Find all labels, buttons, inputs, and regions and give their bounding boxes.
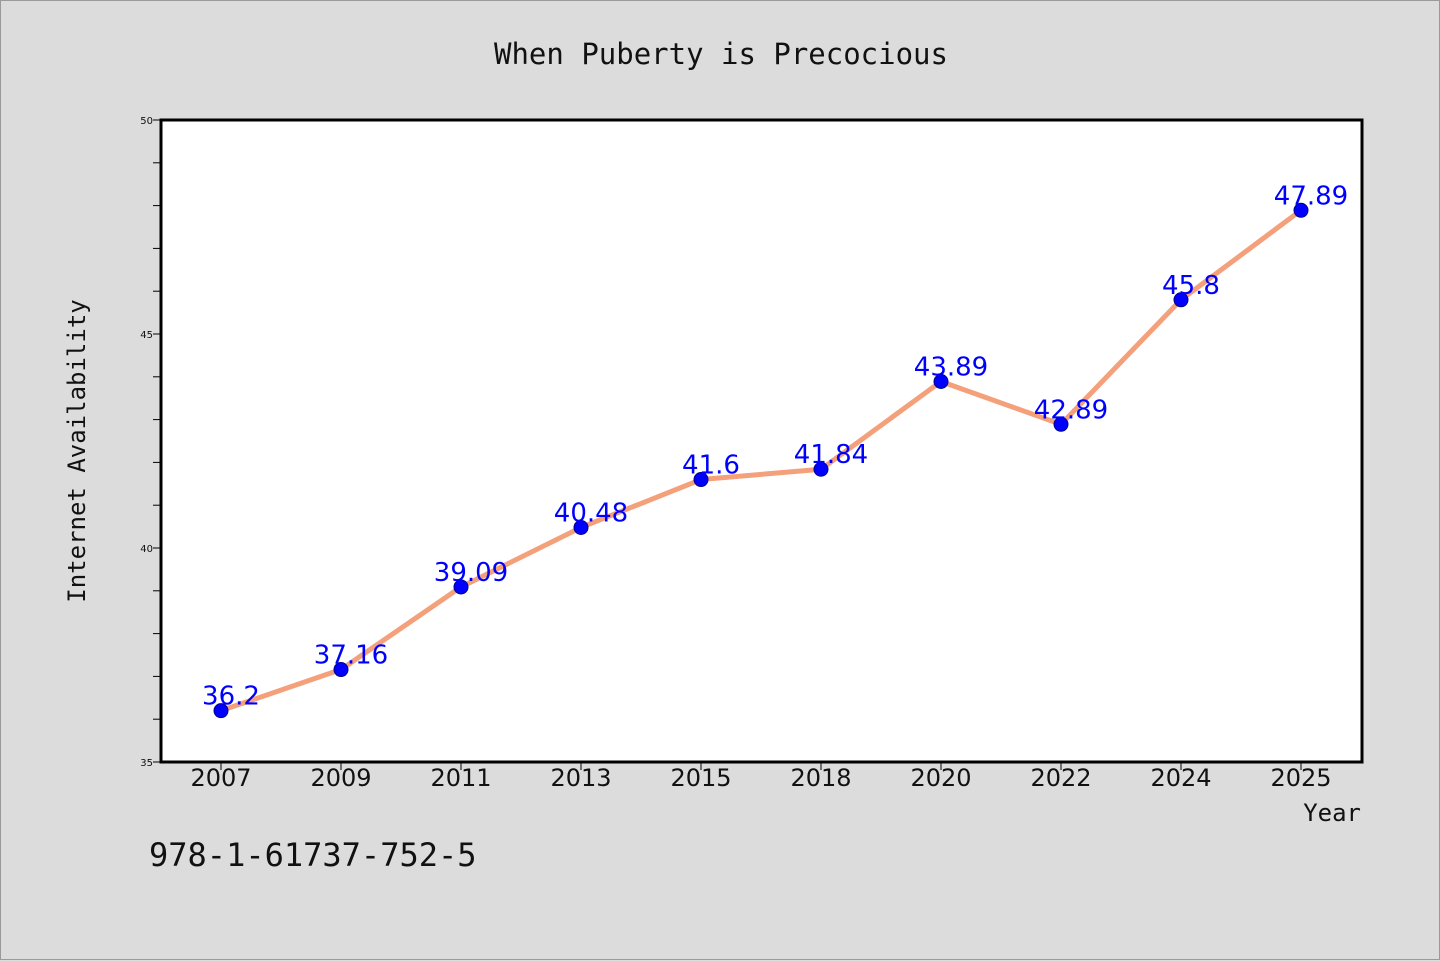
data-point [453, 579, 469, 595]
y-tick-label: 45 [140, 330, 153, 341]
y-axis-label: Internet Availability [63, 299, 91, 602]
chart-title: When Puberty is Precocious [494, 37, 948, 71]
footer-identifier: 978-1-61737-752-5 [149, 836, 477, 874]
data-point [813, 461, 829, 477]
data-label: 47.89 [1274, 181, 1348, 211]
y-tick-label: 50 [140, 116, 153, 127]
data-label: 45.8 [1162, 271, 1220, 301]
data-point [213, 703, 229, 719]
x-axis-label: Year [1303, 799, 1361, 827]
x-tick-label: 2015 [670, 764, 731, 792]
data-label: 37.16 [314, 641, 388, 671]
x-tick-label: 2025 [1270, 764, 1331, 792]
x-tick-label: 2009 [310, 764, 371, 792]
data-point [333, 662, 349, 678]
data-point [693, 472, 709, 488]
x-axis-ticks: 2007 2009 2011 2013 2015 2018 2020 2022 2024 2025 [190, 762, 1332, 792]
data-point [933, 374, 949, 390]
data-label: 41.6 [682, 451, 740, 481]
y-tick-label: 35 [140, 758, 153, 769]
x-tick-label: 2011 [430, 764, 491, 792]
data-label: 43.89 [914, 353, 988, 383]
data-label: 39.09 [434, 558, 508, 588]
data-label: 41.84 [794, 440, 868, 470]
x-tick-label: 2022 [1030, 764, 1091, 792]
y-axis-ticks: 35 40 45 50 [140, 116, 161, 769]
x-tick-label: 2007 [190, 764, 251, 792]
x-tick-label: 2024 [1150, 764, 1211, 792]
x-tick-label: 2018 [790, 764, 851, 792]
data-label: 40.48 [554, 498, 628, 528]
data-label: 36.2 [202, 682, 260, 712]
data-point [1053, 416, 1069, 432]
y-tick-label: 40 [140, 544, 153, 555]
data-point [1293, 202, 1309, 218]
data-point [1173, 292, 1189, 308]
data-label: 42.89 [1034, 395, 1108, 425]
data-points [213, 202, 1309, 719]
data-labels: 36.2 37.16 39.09 40.48 41.6 41.84 43.89 42.89 45… [202, 181, 1348, 711]
series-line [218, 207, 1304, 714]
data-point [573, 519, 589, 535]
x-tick-label: 2020 [910, 764, 971, 792]
x-tick-label: 2013 [550, 764, 611, 792]
